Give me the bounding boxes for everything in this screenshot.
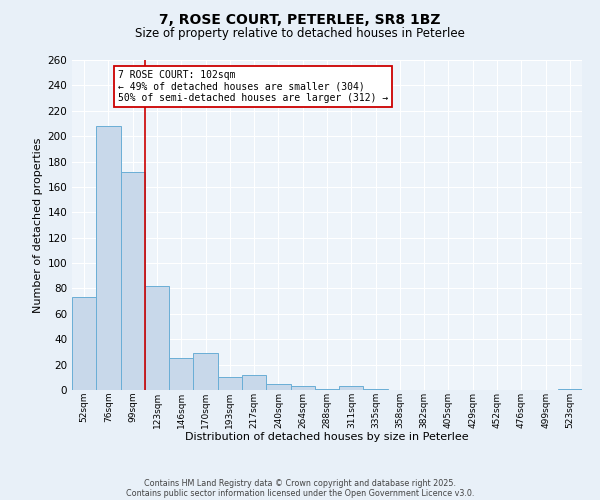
Text: 7, ROSE COURT, PETERLEE, SR8 1BZ: 7, ROSE COURT, PETERLEE, SR8 1BZ [159, 12, 441, 26]
Bar [121, 172, 145, 390]
Bar [218, 378, 242, 390]
Y-axis label: Number of detached properties: Number of detached properties [33, 138, 43, 312]
Bar [364, 388, 388, 390]
Text: Contains HM Land Registry data © Crown copyright and database right 2025.: Contains HM Land Registry data © Crown c… [144, 478, 456, 488]
Bar [96, 126, 121, 390]
Bar [72, 298, 96, 390]
Bar [290, 386, 315, 390]
Bar [558, 388, 582, 390]
Text: Size of property relative to detached houses in Peterlee: Size of property relative to detached ho… [135, 28, 465, 40]
Bar [169, 358, 193, 390]
Bar [339, 386, 364, 390]
Bar [145, 286, 169, 390]
X-axis label: Distribution of detached houses by size in Peterlee: Distribution of detached houses by size … [185, 432, 469, 442]
Bar [315, 388, 339, 390]
Text: 7 ROSE COURT: 102sqm
← 49% of detached houses are smaller (304)
50% of semi-deta: 7 ROSE COURT: 102sqm ← 49% of detached h… [118, 70, 388, 103]
Bar [242, 375, 266, 390]
Bar [193, 353, 218, 390]
Bar [266, 384, 290, 390]
Text: Contains public sector information licensed under the Open Government Licence v3: Contains public sector information licen… [126, 488, 474, 498]
